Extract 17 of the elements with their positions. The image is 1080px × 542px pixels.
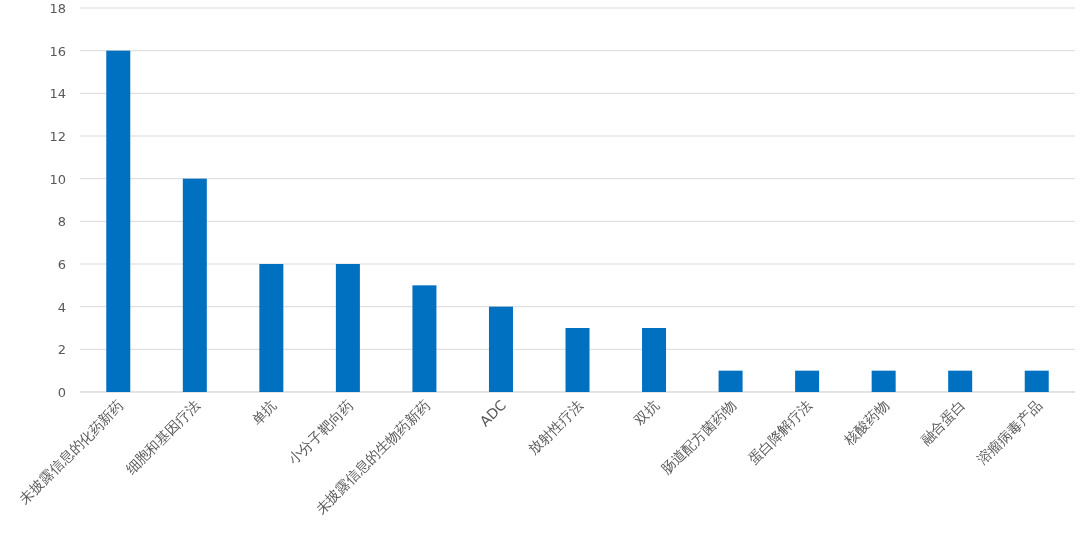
- y-tick-label: 12: [49, 129, 66, 144]
- y-tick-label: 16: [49, 43, 66, 59]
- y-tick-label: 2: [57, 342, 66, 358]
- x-tick-label: 核酸药物: [840, 396, 892, 449]
- y-tick-label: 14: [49, 86, 66, 102]
- x-tick-label: 蛋白降解疗法: [744, 396, 816, 468]
- y-tick-label: 10: [49, 171, 66, 187]
- x-tick-label: 单抗: [248, 396, 280, 428]
- y-tick-label: 4: [57, 299, 66, 315]
- x-tick-label: 双抗: [631, 396, 663, 428]
- x-tick-label: 小分子靶向药: [285, 396, 357, 468]
- y-tick-label: 18: [49, 1, 66, 16]
- x-tick-label: 溶瘤病毒产品: [974, 396, 1045, 468]
- y-tick-label: 6: [57, 257, 66, 272]
- x-tick-label: 放射性疗法: [524, 396, 586, 458]
- x-tick-label: 融合蛋白: [917, 396, 969, 448]
- y-tick-label: 8: [57, 214, 66, 230]
